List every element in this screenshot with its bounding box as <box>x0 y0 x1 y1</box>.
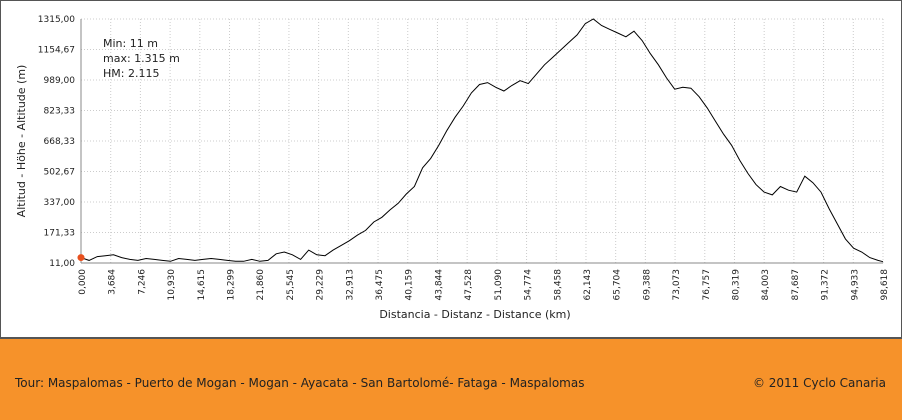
x-tick-label: 62,143 <box>583 269 593 301</box>
x-tick-label: 32,913 <box>345 269 355 301</box>
copyright-text: © 2011 Cyclo Canaria <box>752 376 886 390</box>
chart-panel: 0,000 3,684 7,246 10,930 14,615 18,299 21,860 2… <box>0 0 902 338</box>
y-tick-label: 11,00 <box>49 259 75 269</box>
x-tick-label: 47,528 <box>464 269 474 301</box>
y-tick-label: 823,33 <box>44 107 76 117</box>
footer-bar: Tour: Maspalomas - Puerto de Mogan - Mog… <box>0 338 902 420</box>
elevation-profile-line <box>80 18 884 263</box>
x-tick-label: 14,615 <box>197 269 207 301</box>
x-tick-label: 76,757 <box>702 269 712 301</box>
x-axis-label: Distancia - Distanz - Distance (km) <box>379 308 570 321</box>
x-tick-label: 0,000 <box>78 269 88 295</box>
tour-description: Tour: Maspalomas - Puerto de Mogan - Mog… <box>15 376 585 390</box>
stat-hm: HM: 2.115 <box>103 67 159 80</box>
x-tick-label: 25,545 <box>286 269 296 301</box>
stat-min: Min: 11 m <box>103 37 158 50</box>
y-axis-label: Altitud - Höhe - Altitude (m) <box>15 65 28 218</box>
x-tick-label: 91,372 <box>821 269 831 301</box>
x-tick-label: 65,704 <box>613 269 623 301</box>
x-tick-label: 18,299 <box>227 269 237 301</box>
x-tick-label: 80,319 <box>731 269 741 301</box>
elevation-chart: 0,000 3,684 7,246 10,930 14,615 18,299 21,860 2… <box>15 15 890 321</box>
x-tick-label: 3,684 <box>108 269 118 295</box>
x-tick-label: 58,458 <box>553 269 563 301</box>
x-tick-label: 7,246 <box>137 269 147 295</box>
x-tick-label: 29,229 <box>316 269 326 301</box>
x-tick-label: 84,003 <box>761 269 771 301</box>
x-tick-label: 87,687 <box>791 269 801 301</box>
x-tick-label: 98,618 <box>880 269 890 301</box>
x-tick-label: 94,933 <box>850 269 860 301</box>
x-tick-label: 21,860 <box>256 269 266 301</box>
y-tick-label: 502,67 <box>44 168 76 178</box>
y-tick-label: 989,00 <box>44 76 76 86</box>
stat-max: max: 1.315 m <box>103 52 180 65</box>
x-tick-label: 54,774 <box>524 269 534 301</box>
x-tick-label: 73,073 <box>672 269 682 301</box>
x-tick-label: 43,844 <box>434 269 444 301</box>
x-tick-label: 10,930 <box>167 269 177 301</box>
start-marker <box>77 254 85 262</box>
y-tick-label: 1154,67 <box>38 46 75 56</box>
x-tick-label: 51,090 <box>494 269 504 301</box>
x-tick-label: 36,475 <box>375 269 385 301</box>
y-tick-label: 337,00 <box>44 198 76 208</box>
y-tick-label: 171,33 <box>44 229 76 239</box>
y-tick-label: 668,33 <box>44 137 76 147</box>
x-tick-label: 69,388 <box>642 269 652 301</box>
y-tick-label: 1315,00 <box>38 15 75 25</box>
x-tick-label: 40,159 <box>405 269 415 301</box>
